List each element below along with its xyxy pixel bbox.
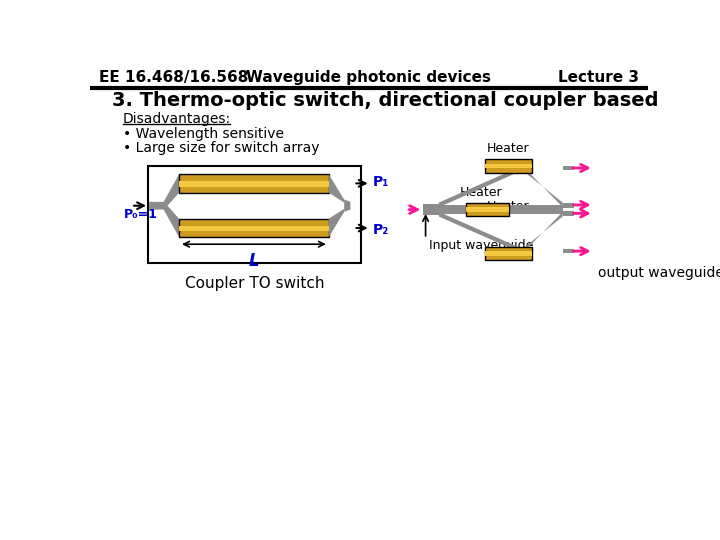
Bar	[466, 207, 508, 212]
Polygon shape	[438, 166, 523, 207]
Text: Waveguide photonic devices: Waveguide photonic devices	[246, 70, 492, 85]
Text: EE 16.468/16.568: EE 16.468/16.568	[99, 70, 248, 85]
Text: P₀=1: P₀=1	[124, 208, 158, 221]
Polygon shape	[523, 166, 563, 207]
Bar	[485, 164, 532, 168]
Bar	[179, 174, 329, 193]
Text: Lecture 3: Lecture 3	[558, 70, 639, 85]
Text: Heater: Heater	[487, 142, 529, 155]
Polygon shape	[329, 209, 344, 237]
Polygon shape	[523, 212, 563, 253]
Text: Input waveguide: Input waveguide	[429, 239, 534, 252]
Bar	[563, 202, 575, 208]
Text: • Large size for switch array: • Large size for switch array	[122, 141, 319, 155]
Polygon shape	[344, 200, 351, 212]
Text: output waveguides: output waveguides	[598, 266, 720, 280]
Bar	[563, 166, 575, 170]
Bar	[563, 249, 575, 253]
Polygon shape	[329, 174, 344, 202]
Text: Disadvantages:: Disadvantages:	[122, 112, 230, 126]
Bar	[179, 219, 329, 237]
Text: Heater: Heater	[459, 186, 503, 199]
Bar	[438, 205, 523, 214]
Bar	[179, 181, 329, 186]
Bar	[523, 205, 563, 214]
Text: Heater: Heater	[487, 200, 529, 213]
Bar	[485, 159, 532, 173]
Text: P₁: P₁	[373, 175, 390, 189]
Bar	[485, 247, 532, 260]
Text: L: L	[248, 252, 259, 270]
Bar	[179, 226, 329, 231]
Text: • Wavelength sensitive: • Wavelength sensitive	[122, 127, 284, 141]
Bar	[148, 166, 361, 264]
Bar	[423, 204, 438, 215]
Bar	[563, 211, 575, 217]
Bar	[466, 202, 508, 217]
Text: Coupler TO switch: Coupler TO switch	[185, 276, 325, 291]
Polygon shape	[149, 174, 179, 237]
Polygon shape	[438, 212, 523, 253]
Text: 3. Thermo-optic switch, directional coupler based: 3. Thermo-optic switch, directional coup…	[112, 91, 658, 111]
Bar	[485, 252, 532, 255]
Text: P₂: P₂	[373, 222, 389, 237]
